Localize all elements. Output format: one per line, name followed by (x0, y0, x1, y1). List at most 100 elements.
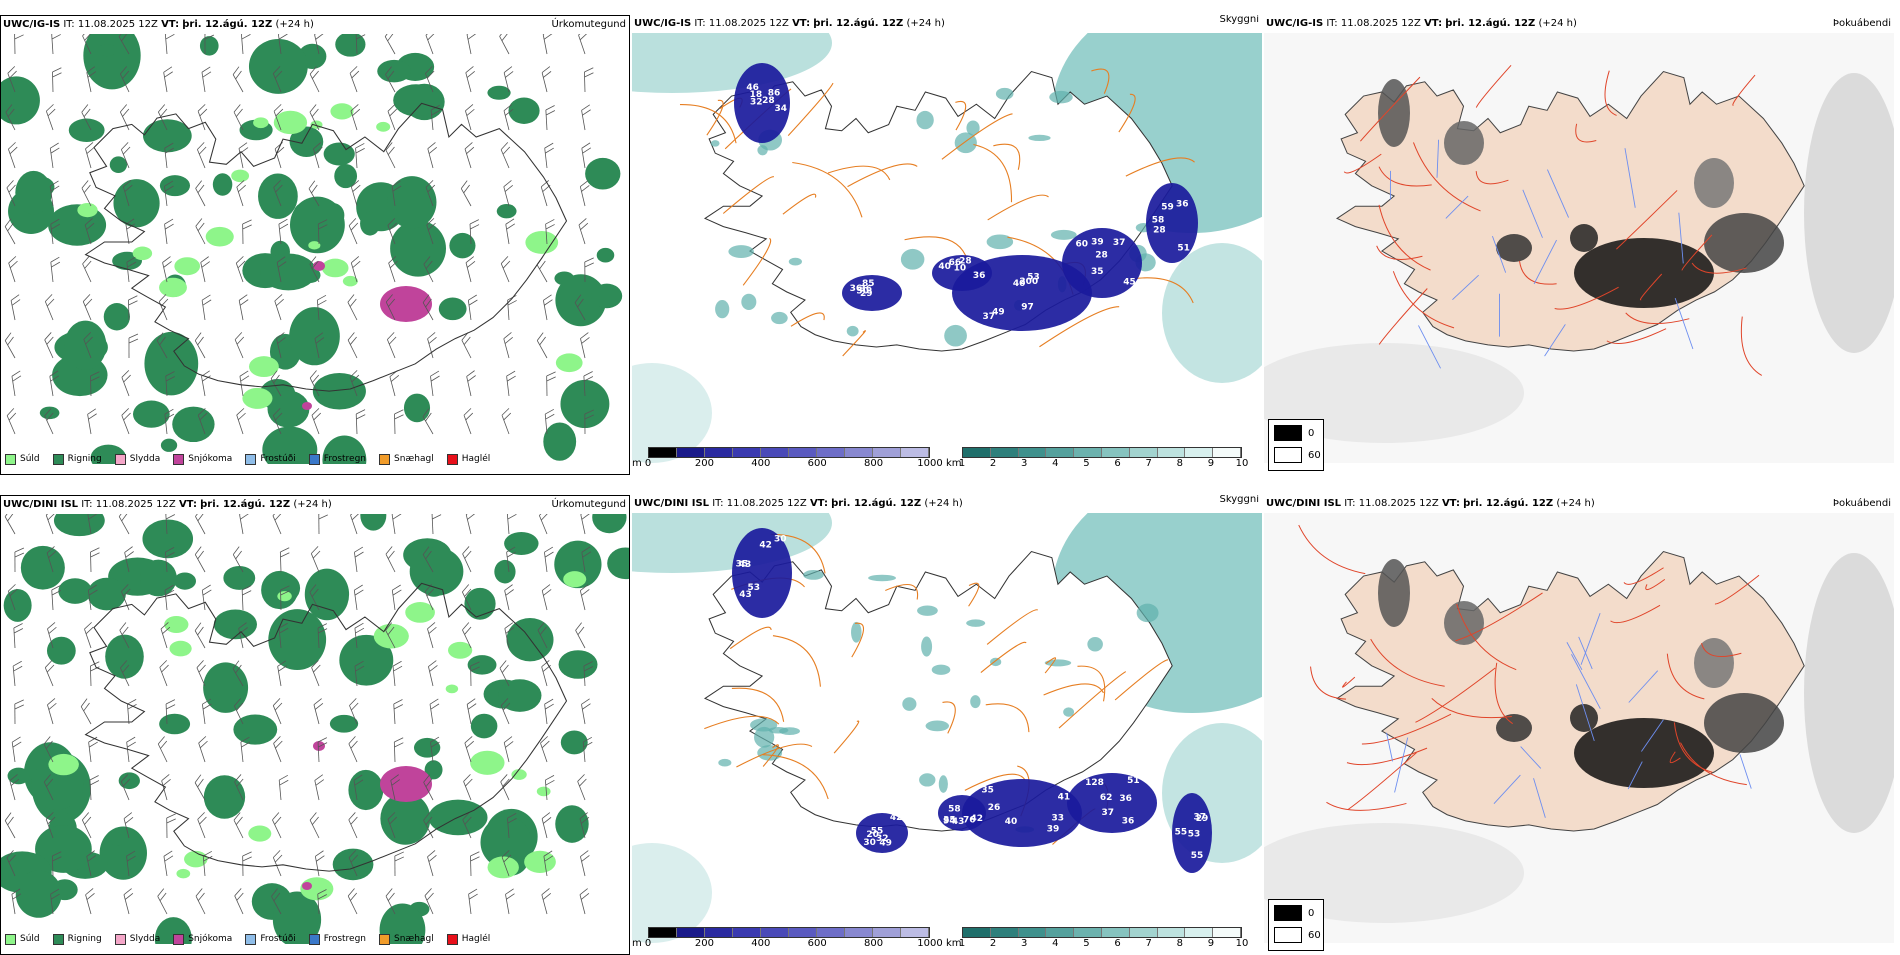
wind-barb (239, 514, 252, 534)
wind-barb (197, 104, 214, 130)
cloud-base-label: 40 (1005, 817, 1018, 827)
precip-legend-item: Frostregn (309, 934, 366, 945)
legend-label: Haglél (462, 454, 491, 464)
precip-legend-item: Frostúði (245, 934, 295, 945)
wind-barb (465, 66, 480, 92)
wind-barb (392, 585, 404, 610)
panel-title: Skyggni (1219, 15, 1259, 29)
vt-prefix: VT: (179, 499, 197, 510)
scale-tick: 6 (1114, 458, 1120, 469)
wind-barb (87, 409, 100, 434)
cloud-base-label: 97 (1021, 302, 1034, 312)
drizzle-area (248, 825, 271, 841)
wind-barb (428, 661, 442, 686)
valid-time: þri. 12.ágú. 12Z (1445, 18, 1535, 29)
wind-barb (83, 622, 99, 648)
init-time: IT: 11.08.2025 12Z (1344, 498, 1439, 509)
valid-time: þri. 12.ágú. 12Z (813, 18, 903, 29)
vis-scale-unit: km (946, 458, 962, 469)
cloud-scale-bar (648, 447, 930, 458)
scale-tick: 6 (1114, 938, 1120, 949)
wind-barb (127, 699, 138, 724)
cloud-scale-unit: m (632, 458, 642, 469)
wind-barb (164, 219, 176, 244)
drizzle-area (231, 170, 249, 182)
scale-segment (705, 928, 733, 937)
panel-title: Úrkomutegund (551, 496, 626, 514)
wind-barb (10, 295, 24, 320)
rain-area (360, 212, 380, 236)
legend-swatch (53, 454, 64, 465)
rain-area (468, 655, 497, 674)
legend-swatch (309, 934, 320, 945)
wind-barb (161, 774, 176, 800)
legend-label: 60 (1308, 450, 1321, 461)
rain-area (607, 547, 630, 579)
cloud-base-label: 28 (1153, 225, 1166, 235)
legend-swatch (53, 934, 64, 945)
wind-barb (500, 142, 518, 168)
rain-area (204, 775, 245, 818)
legend-label: 0 (1308, 428, 1314, 439)
rain-area (110, 156, 127, 173)
legend-label: Frostúði (260, 454, 295, 464)
wind-barb (156, 889, 175, 914)
lead-time: (+24 h) (1556, 498, 1594, 509)
visibility-patch (996, 88, 1014, 100)
wind-barb (506, 371, 518, 396)
drizzle-area (376, 122, 390, 132)
wind-barb (547, 372, 556, 396)
rain-area (487, 86, 510, 100)
rain-area (508, 97, 539, 123)
panel-title: Skyggni (1219, 495, 1259, 509)
drizzle-area (537, 787, 551, 797)
drizzle-area (277, 591, 291, 601)
cloud-base-label: 28 (1095, 251, 1108, 261)
scale-segment (733, 928, 761, 937)
precip-legend-item: Rigning (53, 454, 102, 465)
visibility-patch (919, 773, 935, 786)
valid-time: þri. 12.ágú. 12Z (831, 498, 921, 509)
model-name: UWC/IG-IS (634, 18, 691, 29)
valid-time: þri. 12.ágú. 12Z (1463, 498, 1553, 509)
wind-barb (271, 514, 289, 534)
fog-patch (1694, 638, 1734, 688)
wind-barb (504, 585, 518, 610)
scale-tick: 3 (1021, 458, 1027, 469)
lead-time: (+24 h) (924, 498, 962, 509)
wind-barb (429, 699, 441, 724)
precip-legend-item: Snæhagl (379, 934, 434, 945)
wind-barb (542, 34, 555, 54)
wind-barb (15, 700, 24, 724)
legend-swatch (1274, 927, 1302, 943)
scale-segment (1102, 928, 1130, 937)
legend-label: Frostúði (260, 934, 295, 944)
wind-barb (272, 736, 289, 762)
wind-barb (386, 332, 403, 358)
rain-area (83, 34, 140, 89)
wind-barb (544, 143, 556, 168)
drizzle-area (330, 103, 353, 119)
wind-barb (393, 699, 403, 724)
wind-barb (84, 142, 99, 168)
cloud-base-label: 94 (943, 816, 956, 826)
scale-segment (1158, 448, 1186, 457)
cloud-base-label: 40 (938, 262, 951, 272)
legend-label: Snjókoma (188, 454, 232, 464)
cloud-base-label: 34 (775, 104, 788, 114)
wind-barb (538, 514, 555, 534)
vis-panel-dini: UWC/DINI ISL IT: 11.08.2025 12Z VT: þri.… (632, 495, 1262, 955)
legend-swatch (309, 454, 320, 465)
panel-header: UWC/IG-IS IT: 11.08.2025 12Z VT: þri. 12… (1, 16, 629, 34)
wind-barb (463, 408, 480, 434)
rain-area (360, 514, 386, 531)
fog-panel-ig: UWC/IG-IS IT: 11.08.2025 12Z VT: þri. 12… (1264, 15, 1894, 475)
cloud-base-label: 36 (1119, 794, 1132, 804)
wind-barb (11, 371, 24, 396)
wind-barb (500, 256, 518, 282)
wind-barb (197, 736, 213, 762)
